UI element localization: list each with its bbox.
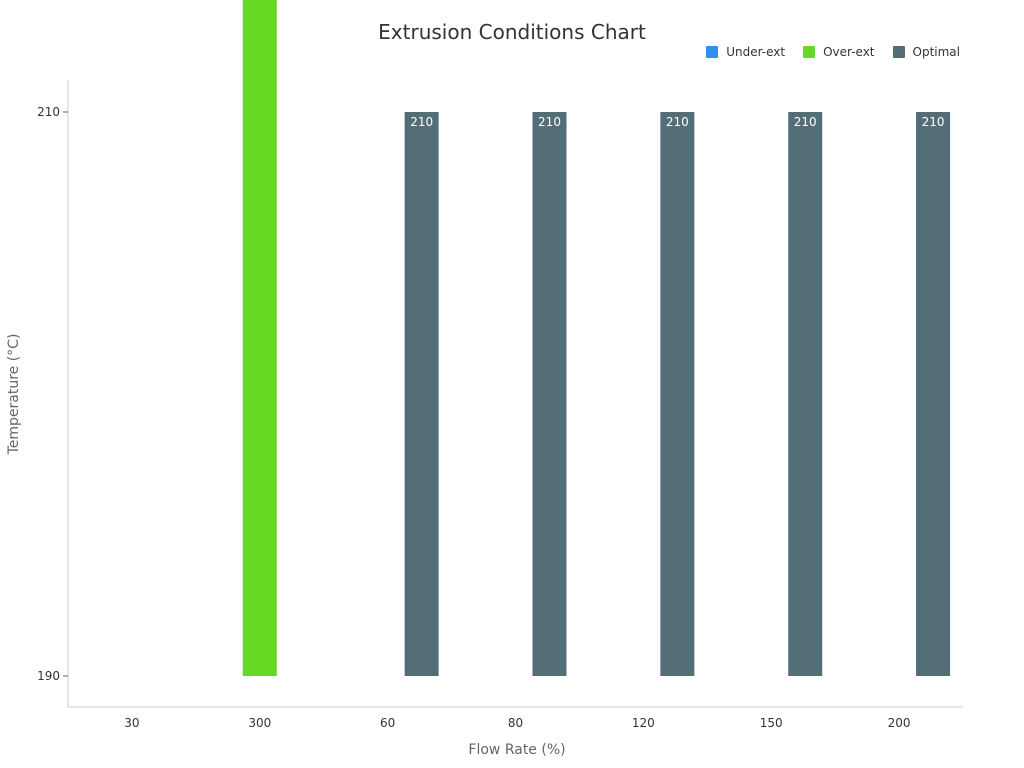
legend-swatch-optimal — [892, 46, 905, 58]
x-axis-label: Flow Rate (%) — [468, 742, 566, 758]
x-tick-label: 30 — [124, 716, 139, 730]
y-tick-label: 210 — [37, 105, 60, 119]
legend-swatch-over-ext — [803, 46, 816, 58]
x-tick-label: 150 — [760, 716, 783, 730]
legend-item-optimal[interactable]: Optimal — [892, 45, 960, 59]
chart-title: Extrusion Conditions Chart — [378, 20, 646, 44]
bar-value-label: 210 — [666, 115, 689, 129]
x-tick-label: 80 — [508, 716, 523, 730]
legend-item-over-ext[interactable]: Over-ext — [803, 45, 875, 59]
bar-value-label: 210 — [410, 115, 433, 129]
legend-label-over-ext: Over-ext — [823, 45, 875, 59]
y-axis-label: Temperature (°C) — [6, 333, 22, 455]
legend: Under-ext Over-ext Optimal — [706, 45, 960, 59]
x-tick-label: 60 — [380, 716, 395, 730]
legend-swatch-under-ext — [706, 46, 719, 58]
bar-value-label: 210 — [538, 115, 561, 129]
bar-over-ext — [242, 0, 277, 676]
y-tick-label: 190 — [37, 669, 60, 683]
legend-label-under-ext: Under-ext — [726, 45, 786, 59]
bar-optimal — [916, 112, 951, 676]
bar-optimal — [532, 112, 567, 676]
legend-label-optimal: Optimal — [912, 45, 960, 59]
bar-optimal — [788, 112, 823, 676]
bar-value-label: 210 — [794, 115, 817, 129]
bar-optimal — [660, 112, 695, 676]
legend-item-under-ext[interactable]: Under-ext — [706, 45, 785, 59]
x-tick-label: 300 — [248, 716, 271, 730]
bar-value-label: 210 — [922, 115, 945, 129]
bar-optimal — [404, 112, 439, 676]
x-tick-label: 120 — [632, 716, 655, 730]
x-tick-label: 200 — [888, 716, 911, 730]
